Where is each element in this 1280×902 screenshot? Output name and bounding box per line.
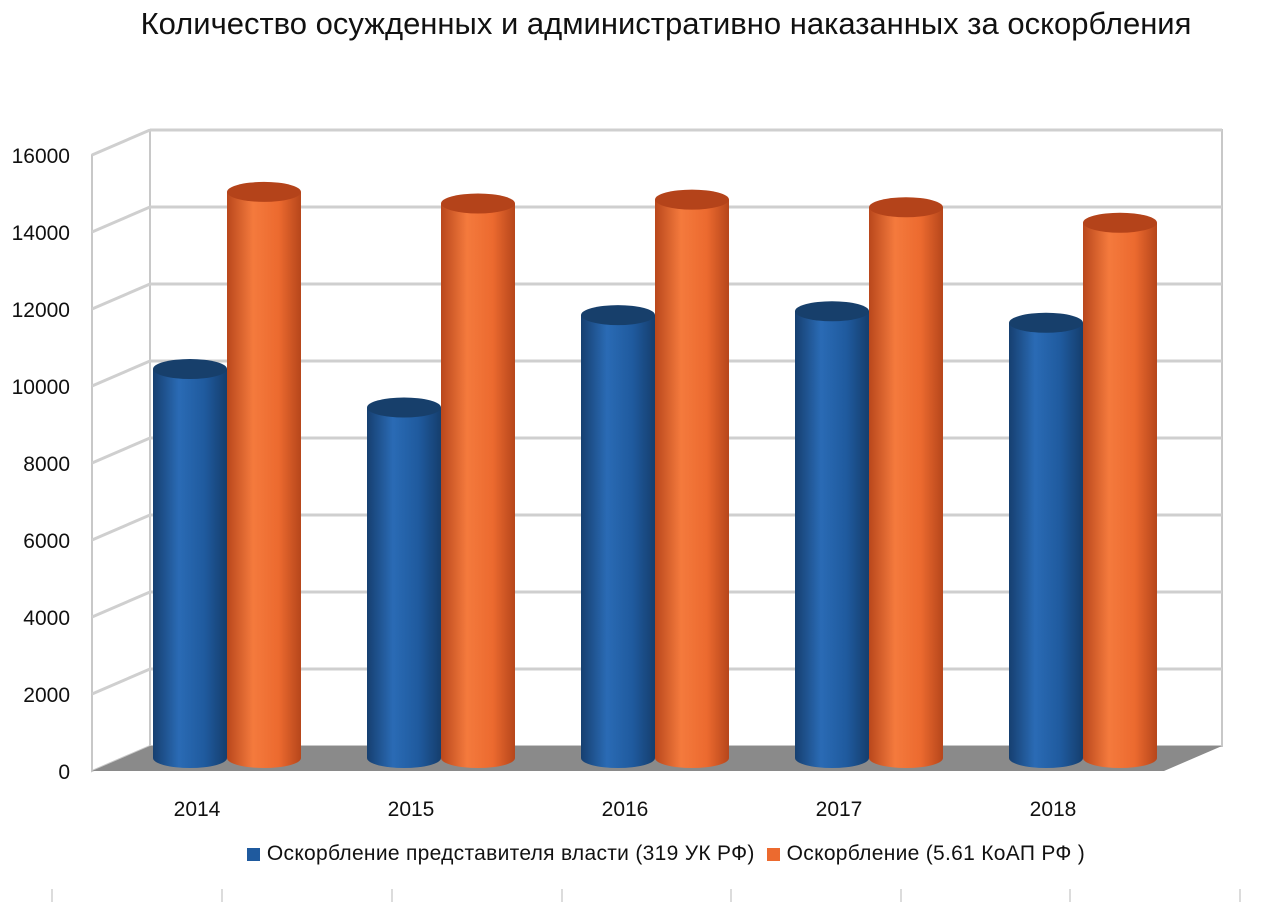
bar-top-2014-series-1 <box>153 359 227 379</box>
y-tick-label: 14000 <box>12 222 70 245</box>
gridline-depth <box>91 359 151 388</box>
legend-label-series-1: Оскорбление представителя власти (319 УК… <box>266 842 755 865</box>
bar-2015-series-1 <box>367 407 441 768</box>
legend-item-series-2: Оскорбление (5.61 КоАП РФ ) <box>766 842 1086 866</box>
bar-top-2018-series-1 <box>1009 312 1083 333</box>
y-tick-label: 12000 <box>12 299 70 322</box>
bar-2015-series-2 <box>441 203 515 768</box>
gridline-depth <box>91 128 151 157</box>
bar-2018-series-2 <box>1083 222 1157 768</box>
gridline-depth <box>91 282 151 311</box>
bar-2018-series-1 <box>1009 322 1083 768</box>
x-tick-label: 2017 <box>816 798 863 821</box>
legend-swatch-series-2 <box>766 847 780 861</box>
x-tick-label: 2015 <box>388 798 435 821</box>
y-tick-label: 6000 <box>23 530 70 553</box>
y-tick-label: 8000 <box>23 453 70 476</box>
gridline-depth <box>91 205 151 234</box>
gridline-depth <box>91 436 151 465</box>
x-tick-label: 2014 <box>174 798 221 821</box>
bar-2014-series-2 <box>227 191 301 768</box>
legend-item-series-1: Оскорбление представителя власти (319 УК… <box>246 842 755 866</box>
y-tick-label: 16000 <box>12 145 70 168</box>
chart-title: Количество осужденных и административно … <box>140 6 1192 41</box>
bar-top-2018-series-2 <box>1083 212 1157 233</box>
bar-2017-series-2 <box>869 207 943 769</box>
gridline-depth <box>91 667 151 696</box>
bar-2014-series-1 <box>153 369 227 768</box>
bar-top-2014-series-2 <box>227 181 301 202</box>
legend-label-series-2: Оскорбление (5.61 КоАП РФ ) <box>786 842 1086 865</box>
bar-top-2016-series-2 <box>655 189 729 210</box>
bar-top-2015-series-2 <box>441 193 515 214</box>
bar-2016-series-2 <box>655 199 729 769</box>
bar-2016-series-1 <box>581 315 655 768</box>
y-tick-label: 0 <box>58 761 70 784</box>
bar-2017-series-1 <box>795 311 869 768</box>
bar-top-2017-series-2 <box>869 197 943 218</box>
gridline-depth <box>91 513 151 542</box>
bar-top-2015-series-1 <box>367 397 441 418</box>
y-tick-label: 4000 <box>23 607 70 630</box>
x-tick-label: 2018 <box>1030 798 1077 821</box>
y-tick-label: 10000 <box>12 376 70 399</box>
x-tick-label: 2016 <box>602 798 649 821</box>
legend-swatch-series-1 <box>246 847 260 861</box>
y-tick-label: 2000 <box>23 684 70 707</box>
gridline-depth <box>91 590 151 619</box>
bar-top-2016-series-1 <box>581 305 655 326</box>
legend: Оскорбление представителя власти (319 УК… <box>0 842 1280 866</box>
bar-top-2017-series-1 <box>795 301 869 322</box>
